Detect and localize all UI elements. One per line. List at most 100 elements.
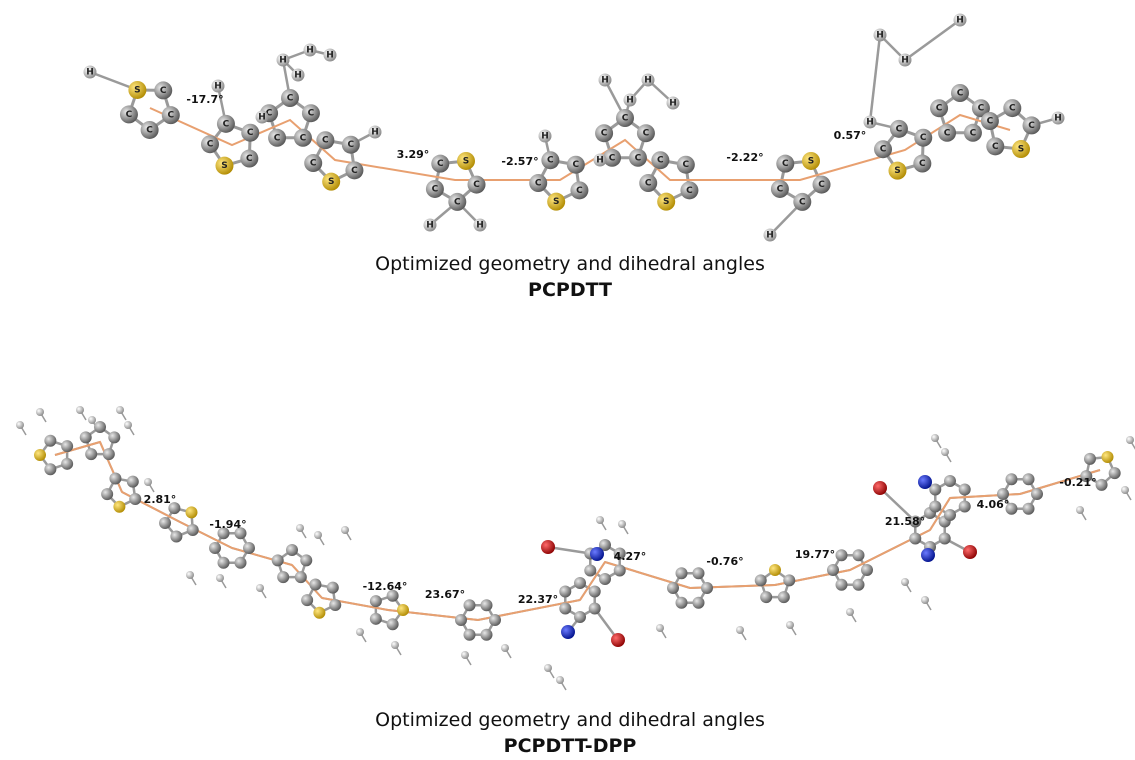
- atom-label: C: [573, 160, 580, 170]
- atom: [116, 406, 124, 414]
- atom: [101, 488, 113, 500]
- atom: [481, 629, 493, 641]
- atom-label: S: [328, 177, 334, 187]
- atom: [1023, 473, 1035, 485]
- atom: [127, 476, 139, 488]
- atom: [778, 591, 790, 603]
- atom: [589, 586, 601, 598]
- atom-label: C: [970, 128, 977, 138]
- atom-label: C: [987, 117, 994, 127]
- atom: [329, 599, 341, 611]
- atom: [589, 603, 601, 615]
- atom-label: C: [167, 111, 174, 121]
- atom: [693, 597, 705, 609]
- atom-label: H: [1054, 114, 1062, 124]
- atom: [356, 628, 364, 636]
- atom: [1102, 451, 1114, 463]
- atom: [656, 624, 664, 632]
- atom-label: H: [371, 128, 379, 138]
- atom-label: C: [936, 104, 943, 114]
- dihedral-label: -12.64°: [363, 580, 408, 593]
- atom: [574, 611, 586, 623]
- atom: [80, 431, 92, 443]
- atom-label: C: [782, 159, 789, 169]
- bonds: [20, 20, 1135, 690]
- atom: [16, 421, 24, 429]
- atom-label: C: [799, 197, 806, 207]
- atom: [667, 582, 679, 594]
- atom: [109, 473, 121, 485]
- atom-label: C: [576, 186, 583, 196]
- dihedral-label: 4.27°: [614, 550, 647, 563]
- dihedral-label: 4.06°: [977, 498, 1010, 511]
- atom: [103, 448, 115, 460]
- atom-label: H: [901, 56, 909, 66]
- atom-label: S: [1018, 145, 1024, 155]
- top-caption: Optimized geometry and dihedral angles: [375, 253, 765, 275]
- atom: [909, 533, 921, 545]
- atom-label: C: [777, 184, 784, 194]
- atom: [61, 440, 73, 452]
- atom-label: H: [596, 156, 604, 166]
- atom-label: H: [86, 68, 94, 78]
- atom: [216, 574, 224, 582]
- atom-label: H: [644, 76, 652, 86]
- atom: [144, 478, 152, 486]
- atom: [209, 542, 221, 554]
- atom-label: C: [957, 89, 964, 99]
- atom: [309, 579, 321, 591]
- atom: [464, 599, 476, 611]
- atom: [786, 621, 794, 629]
- atom-label: C: [683, 160, 690, 170]
- atom: [918, 475, 932, 489]
- atom-label: C: [300, 133, 307, 143]
- atom: [94, 421, 106, 433]
- atom-label: C: [643, 129, 650, 139]
- atom-label: H: [956, 16, 964, 26]
- atom-label: H: [214, 82, 222, 92]
- dihedral-label: 2.81°: [144, 493, 177, 506]
- atom: [596, 516, 604, 524]
- atom: [559, 586, 571, 598]
- atom: [170, 531, 182, 543]
- atom-label: C: [919, 159, 926, 169]
- dihedral-label: -0.76°: [706, 555, 743, 568]
- atom-label: C: [609, 153, 616, 163]
- atom: [561, 625, 575, 639]
- atom: [301, 594, 313, 606]
- atom-label: C: [310, 159, 317, 169]
- atom-label: C: [160, 86, 167, 96]
- atom: [827, 564, 839, 576]
- atom: [836, 549, 848, 561]
- atom: [941, 448, 949, 456]
- atom: [76, 406, 84, 414]
- atom: [1109, 467, 1121, 479]
- dihedral-label: -17.7°: [186, 93, 223, 106]
- dihedral-label: -2.57°: [501, 155, 538, 168]
- atom: [760, 591, 772, 603]
- atom: [397, 604, 409, 616]
- atom-label: C: [622, 114, 629, 124]
- atom: [676, 597, 688, 609]
- atom: [129, 493, 141, 505]
- atom: [901, 578, 909, 586]
- atom: [1126, 436, 1134, 444]
- atom: [36, 408, 44, 416]
- atom-label: C: [547, 156, 554, 166]
- bottom-caption: Optimized geometry and dihedral angles: [375, 709, 765, 731]
- atom: [218, 557, 230, 569]
- atom-label: S: [808, 156, 814, 166]
- atom: [559, 603, 571, 615]
- atom: [939, 533, 951, 545]
- dihedral-label: -0.21°: [1059, 476, 1096, 489]
- dihedral-label: 22.37°: [518, 593, 558, 606]
- atom: [544, 664, 552, 672]
- atom: [235, 557, 247, 569]
- atom: [944, 475, 956, 487]
- atom-label: S: [663, 197, 669, 207]
- atom: [931, 434, 939, 442]
- atom: [481, 599, 493, 611]
- atom-label: C: [657, 156, 664, 166]
- atom-label: C: [645, 179, 652, 189]
- atom: [34, 449, 46, 461]
